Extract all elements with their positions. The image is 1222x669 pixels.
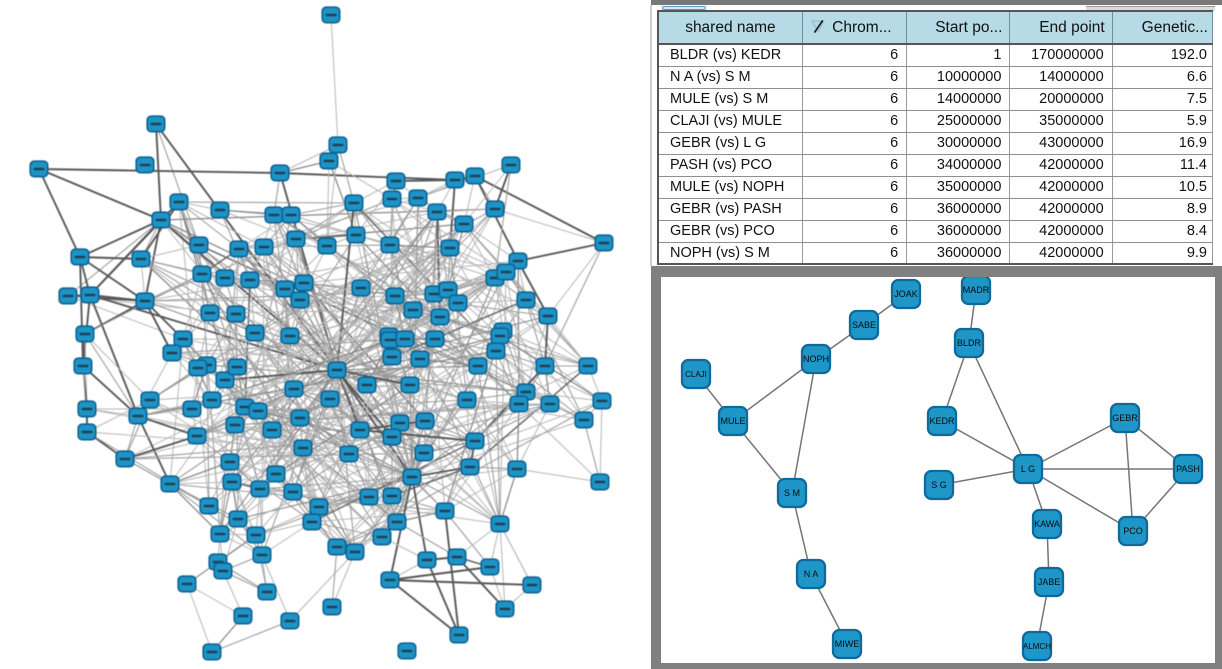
svg-text:SABE: SABE: [852, 320, 876, 330]
svg-text:PASH: PASH: [1176, 464, 1200, 474]
svg-text:L G: L G: [1021, 464, 1035, 474]
svg-text:MADR: MADR: [963, 285, 990, 295]
svg-text:S G: S G: [931, 480, 947, 490]
svg-text:JOAK: JOAK: [894, 289, 918, 299]
svg-text:ALMCH: ALMCH: [1023, 642, 1051, 651]
svg-text:JABE: JABE: [1038, 577, 1061, 587]
svg-text:KEDR: KEDR: [929, 416, 955, 426]
svg-text:KAWA: KAWA: [1034, 519, 1060, 529]
svg-text:PCO: PCO: [1123, 526, 1143, 536]
svg-text:GEBR: GEBR: [1112, 413, 1138, 423]
svg-text:NOPH: NOPH: [803, 354, 829, 364]
svg-text:MIWE: MIWE: [835, 639, 860, 649]
svg-text:CLAJI: CLAJI: [685, 370, 707, 379]
svg-text:MULE: MULE: [720, 416, 745, 426]
svg-text:N A: N A: [804, 569, 819, 579]
svg-text:S M: S M: [784, 488, 800, 498]
svg-text:BLDR: BLDR: [957, 338, 982, 348]
